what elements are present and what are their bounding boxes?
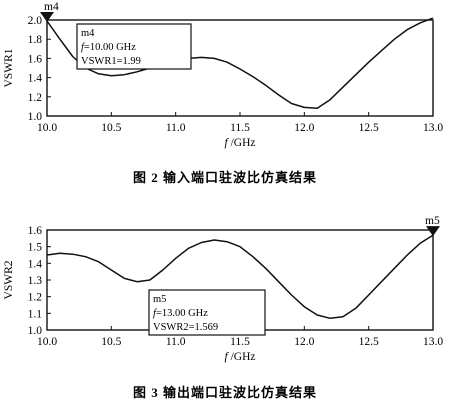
marker-info-line: m4 xyxy=(81,28,95,39)
y-tick-label: 1.6 xyxy=(28,225,43,237)
marker-info-line: VSWR1=1.99 xyxy=(81,56,141,67)
series-line xyxy=(46,234,434,320)
y-tick-label: 1.2 xyxy=(28,292,43,304)
x-tick-label: 11.5 xyxy=(230,122,250,134)
chart-1: 10.0 10.5 11.0 11.5 12.0 12.5 13.0 1.0 1.2 1.4 1.6… xyxy=(3,1,443,185)
x-tick-label: 12.0 xyxy=(294,336,314,348)
marker-info-box xyxy=(148,289,266,336)
series-line xyxy=(46,17,434,110)
x-tick-label: 12.5 xyxy=(359,336,379,348)
marker-label: m4 xyxy=(44,1,59,13)
y-tick-label: 1.0 xyxy=(28,325,43,337)
x-tick-label: 11.5 xyxy=(230,336,250,348)
x-axis-label: f /GHz xyxy=(225,137,256,149)
y-tick-label: 2.0 xyxy=(28,15,43,27)
marker-triangle xyxy=(40,11,54,22)
marker-info-line: m5 xyxy=(153,294,166,305)
y-tick-label: 1.2 xyxy=(28,92,43,104)
y-tick-label: 1.0 xyxy=(28,111,43,123)
y-axis-label: VSWR2 xyxy=(3,260,15,299)
y-tick-label: 1.8 xyxy=(28,34,43,46)
x-tick-label: 12.0 xyxy=(294,122,314,134)
x-tick-label: 13.0 xyxy=(423,122,443,134)
x-tick-label: 10.0 xyxy=(37,122,57,134)
x-tick-label: 10.0 xyxy=(37,336,57,348)
y-axis-label: VSWR1 xyxy=(3,48,15,87)
figure-caption: 图 2 输入端口驻波比仿真结果 xyxy=(133,170,317,185)
figure-caption: 图 3 输出端口驻波比仿真结果 xyxy=(133,385,317,400)
chart-2: 10.0 10.5 11.0 11.5 12.0 12.5 13.0 1.0 1.1 1.2 1.3… xyxy=(3,215,443,400)
y-tick-label: 1.4 xyxy=(28,258,43,270)
x-tick-label: 13.0 xyxy=(423,336,443,348)
y-tick-label: 1.4 xyxy=(28,73,43,85)
marker-info-line: VSWR2=1.569 xyxy=(153,322,218,333)
x-tick-label: 11.0 xyxy=(166,336,186,348)
x-tick-label: 10.5 xyxy=(101,336,121,348)
y-tick-label: 1.5 xyxy=(28,242,43,254)
marker-triangle xyxy=(426,226,440,237)
y-tick-label: 1.6 xyxy=(28,53,43,65)
marker-info-line: f=13.00 GHz xyxy=(153,308,208,319)
y-tick-label: 1.3 xyxy=(28,275,43,287)
marker-info-box xyxy=(76,23,192,70)
marker-info-line: f=10.00 GHz xyxy=(81,42,136,53)
y-tick-label: 1.1 xyxy=(28,308,43,320)
x-axis-label: f /GHz xyxy=(225,351,256,363)
x-tick-label: 10.5 xyxy=(101,122,121,134)
marker-label: m5 xyxy=(425,215,440,227)
x-tick-label: 12.5 xyxy=(359,122,379,134)
x-tick-label: 11.0 xyxy=(166,122,186,134)
